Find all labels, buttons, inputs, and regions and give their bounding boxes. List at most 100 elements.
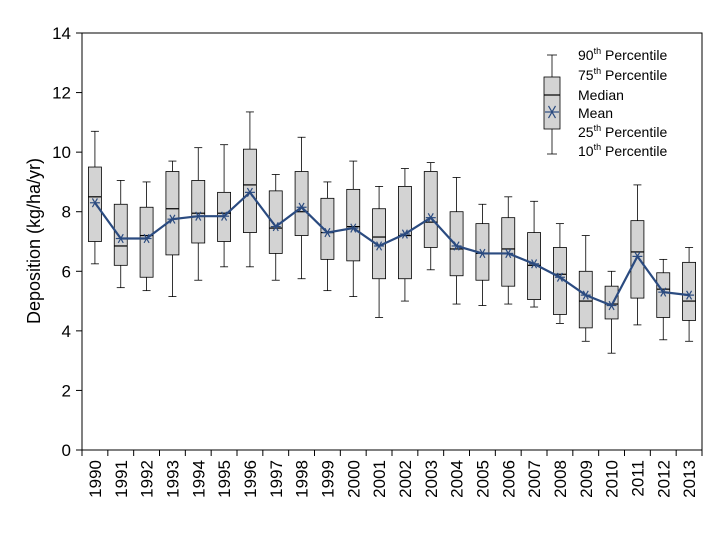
- box-1998: [294, 136, 309, 280]
- mean-marker-stroke: [479, 248, 486, 259]
- x-tick-label: 2001: [370, 460, 389, 498]
- box-2013: [682, 247, 696, 342]
- iqr-box: [191, 180, 206, 244]
- x-tick-label: 1992: [138, 460, 157, 498]
- y-tick-label: 0: [62, 441, 71, 460]
- box-2003: [423, 162, 438, 271]
- box-2012: [656, 258, 671, 341]
- mean-marker-2005: [477, 248, 488, 259]
- y-tick-label: 14: [52, 24, 71, 43]
- mean-marker-stroke: [427, 213, 434, 223]
- y-tick-label: 12: [52, 84, 71, 103]
- legend-label: 10th Percentile: [578, 142, 667, 159]
- legend-label-main: 90: [578, 47, 594, 63]
- x-tick-label: 1990: [86, 460, 105, 498]
- mean-marker-2006: [503, 248, 514, 259]
- iqr-box: [630, 220, 645, 299]
- iqr-box: [165, 171, 180, 256]
- mean-marker-2003: [425, 213, 436, 223]
- box-2006: [501, 196, 516, 305]
- mean-marker-2010: [606, 300, 617, 311]
- box-2005: [475, 203, 490, 306]
- mean-marker-1998: [296, 202, 307, 212]
- mean-marker-stroke: [401, 229, 408, 239]
- iqr-box: [346, 188, 361, 262]
- x-tick-label: 1993: [163, 460, 182, 498]
- legend-label: 75th Percentile: [578, 66, 667, 83]
- x-tick-label: 2005: [473, 460, 492, 498]
- iqr-box: [320, 197, 335, 260]
- mean-marker-2000: [348, 223, 359, 233]
- iqr-box: [113, 203, 128, 266]
- x-tick-label: 2009: [577, 460, 596, 498]
- legend-label: 90th Percentile: [578, 46, 667, 63]
- mean-marker-stroke: [608, 300, 615, 311]
- iqr-box: [501, 217, 516, 287]
- mean-marker-2009: [580, 290, 591, 300]
- mean-marker-1991: [115, 233, 126, 244]
- mean-marker-1992: [141, 233, 152, 244]
- box-1995: [217, 144, 231, 268]
- mean-marker-2011: [632, 251, 643, 262]
- mean-marker-stroke: [531, 259, 538, 269]
- iqr-box: [398, 185, 412, 280]
- mean-marker-stroke: [169, 214, 176, 224]
- mean-marker-1995: [219, 211, 230, 221]
- y-tick-label: 2: [62, 381, 71, 400]
- mean-marker-1990: [89, 198, 100, 208]
- legend-label: Median: [578, 87, 624, 103]
- box-1999: [320, 181, 335, 292]
- x-axis: 1990 1991 1992 1993 1994 1995 1996 1997 1998 1999…: [81, 450, 703, 498]
- y-tick-label: 4: [62, 322, 71, 341]
- box-1996: [243, 111, 257, 268]
- legend-label-main: 25: [578, 124, 594, 140]
- x-tick-label: 2004: [448, 460, 467, 498]
- box-2000: [346, 160, 361, 298]
- mean-marker-stroke: [117, 233, 124, 244]
- y-tick-label: 8: [62, 203, 71, 222]
- mean-marker-stroke: [221, 211, 228, 221]
- mean-marker-1993: [167, 214, 178, 224]
- legend-box: [543, 76, 561, 130]
- iqr-box: [423, 171, 438, 248]
- x-tick-label: 2000: [344, 460, 363, 498]
- iqr-box: [682, 261, 696, 321]
- box-2010: [604, 270, 619, 354]
- legend-label-main: 10: [578, 143, 594, 159]
- box-2008: [553, 223, 567, 324]
- mean-marker-stroke: [453, 241, 460, 251]
- iqr-box: [449, 211, 464, 277]
- x-tick-label: 1991: [112, 460, 131, 498]
- x-tick-label: 1994: [189, 460, 208, 498]
- x-tick-label: 1995: [215, 460, 234, 498]
- mean-marker-1997: [270, 221, 281, 232]
- box-2011: [630, 184, 645, 326]
- box-1993: [165, 160, 180, 298]
- box-2002: [398, 168, 412, 302]
- mean-marker-stroke: [660, 287, 667, 297]
- mean-series: [89, 187, 695, 311]
- box-series: [88, 111, 696, 354]
- mean-marker-stroke: [91, 198, 98, 208]
- legend-label-sup: th: [594, 142, 602, 152]
- legend-label-rest: Percentile: [601, 124, 667, 140]
- y-axis: 0 2 4 6 8 10 12 14: [52, 24, 82, 460]
- mean-marker-stroke: [324, 227, 331, 238]
- mean-marker-2013: [684, 290, 695, 300]
- mean-marker-stroke: [505, 248, 512, 259]
- x-tick-label: 2008: [551, 460, 570, 498]
- mean-marker-stroke: [298, 202, 305, 212]
- mean-marker-1994: [193, 211, 204, 221]
- legend-label-sup: th: [594, 123, 602, 133]
- legend-label-rest: Percentile: [601, 143, 667, 159]
- x-tick-label: 2010: [603, 460, 622, 498]
- x-tick-label: 2006: [499, 460, 518, 498]
- legend-label-main: Median: [578, 87, 624, 103]
- mean-line: [94, 190, 690, 307]
- legend-label-rest: Percentile: [601, 67, 667, 83]
- box-2001: [372, 185, 386, 318]
- mean-marker-1996: [244, 187, 255, 198]
- mean-marker-2008: [554, 272, 565, 282]
